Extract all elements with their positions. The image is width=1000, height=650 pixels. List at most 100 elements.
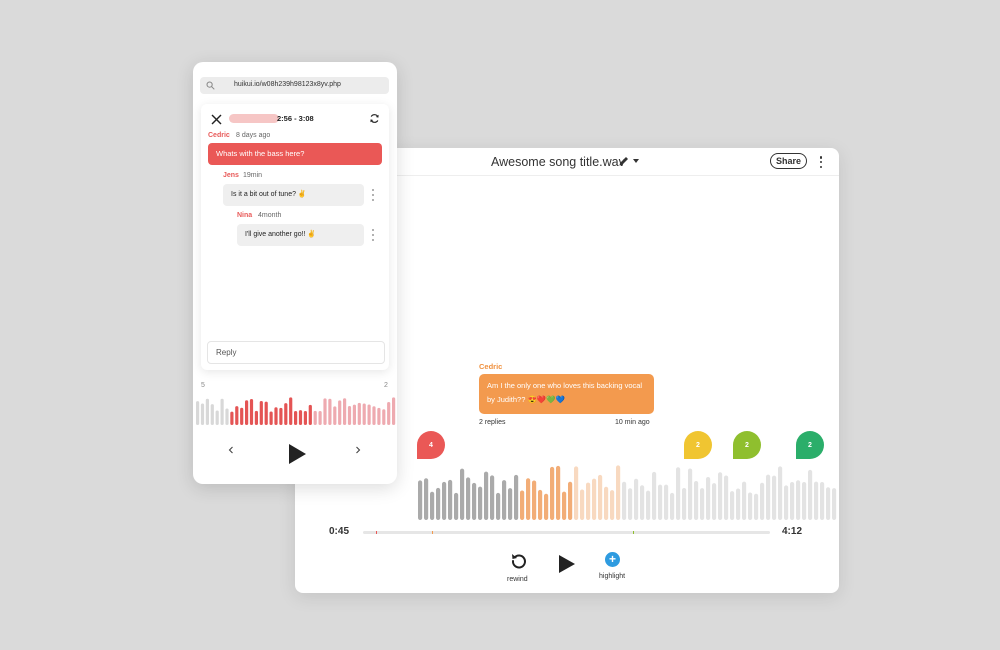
- song-title[interactable]: Awesome song title.wav: [491, 155, 625, 169]
- waveform-bar: [294, 411, 298, 425]
- comment-marker-lime[interactable]: 2: [733, 431, 761, 459]
- waveform-bar: [442, 481, 447, 520]
- more-menu-icon[interactable]: [817, 155, 825, 169]
- caret-down-icon[interactable]: [633, 159, 639, 163]
- waveform-bar: [508, 488, 513, 520]
- share-button[interactable]: Share: [770, 153, 807, 169]
- waveform-bar: [532, 480, 537, 520]
- comment-time: 10 min ago: [615, 419, 650, 426]
- waveform-bar: [820, 481, 825, 520]
- waveform-bar: [526, 478, 531, 520]
- waveform-bar: [622, 481, 627, 520]
- comment-bubble[interactable]: Am I the only one who loves this backing…: [479, 374, 654, 414]
- waveform-bar: [284, 403, 288, 425]
- comment-bubble[interactable]: Whats with the bass here?: [208, 143, 382, 165]
- waveform-bar: [832, 488, 837, 520]
- waveform-bar: [826, 487, 831, 520]
- reply-bubble[interactable]: I'll give another go!! ✌️: [237, 224, 364, 246]
- waveform-bar: [430, 491, 435, 520]
- current-time: 0:45: [329, 526, 350, 537]
- chevron-left-icon[interactable]: [227, 446, 235, 454]
- waveform-bar: [736, 488, 741, 520]
- waveform-bar: [550, 466, 555, 520]
- progress-track[interactable]: [363, 531, 770, 534]
- comment-replies-link[interactable]: 2 replies: [479, 419, 506, 426]
- comment-marker-yellow[interactable]: 2: [684, 431, 712, 459]
- comment-marker-red[interactable]: 4: [417, 431, 445, 459]
- waveform-bar: [205, 398, 209, 425]
- waveform-bar: [418, 480, 423, 520]
- waveform-bar: [520, 490, 525, 520]
- waveform-bar: [484, 471, 489, 520]
- waveform-bar: [215, 410, 219, 425]
- waveform-bar: [303, 411, 307, 425]
- waveform-bar: [254, 410, 258, 425]
- more-options-icon[interactable]: [371, 189, 375, 201]
- waveform-bar: [362, 403, 366, 425]
- rewind-icon[interactable]: [509, 551, 529, 571]
- desktop-header: Awesome song title.wav Share: [295, 148, 839, 176]
- waveform-bar: [610, 490, 615, 520]
- waveform-bar: [646, 490, 651, 520]
- waveform-bar: [377, 407, 381, 425]
- waveform-bar: [466, 477, 471, 520]
- waveform-bar: [568, 481, 573, 520]
- waveform-bar: [604, 486, 609, 520]
- comment-marker-green[interactable]: 2: [796, 431, 824, 459]
- url-bar[interactable]: huikui.io/w08h239h98123x8yv.php: [200, 77, 389, 94]
- rewind-label: rewind: [507, 576, 528, 583]
- waveform-bar: [318, 411, 322, 425]
- waveform-bar: [220, 398, 224, 425]
- waveform-bar: [802, 481, 807, 520]
- comment-thread-panel: 2:56 - 3:08 Cedric 8 days ago Whats with…: [201, 104, 389, 370]
- more-options-icon[interactable]: [371, 229, 375, 241]
- waveform-bar: [490, 475, 495, 520]
- waveform-bar: [748, 492, 753, 520]
- waveform-bar: [562, 491, 567, 520]
- waveform[interactable]: [295, 458, 839, 523]
- waveform-bar: [544, 493, 549, 520]
- waveform-bar: [313, 410, 317, 425]
- waveform-bar: [279, 407, 283, 425]
- waveform-bar: [766, 474, 771, 520]
- play-icon[interactable]: [289, 444, 306, 464]
- waveform-bar: [387, 402, 391, 425]
- waveform-bar: [343, 398, 347, 425]
- waveform-bar: [225, 408, 229, 425]
- refresh-icon[interactable]: [369, 113, 380, 124]
- close-icon[interactable]: [211, 114, 222, 125]
- waveform-bar: [382, 409, 386, 425]
- waveform-bar: [496, 492, 501, 520]
- waveform-bar: [730, 491, 735, 520]
- waveform-bar: [436, 487, 441, 520]
- waveform-bar: [347, 405, 352, 425]
- mobile-waveform[interactable]: [193, 394, 397, 426]
- waveform-bar: [790, 481, 795, 520]
- waveform-bar: [289, 397, 293, 425]
- waveform-bar: [670, 492, 675, 520]
- highlight-plus-icon[interactable]: +: [605, 552, 620, 567]
- waveform-bar: [658, 484, 663, 520]
- waveform-bar: [724, 475, 729, 520]
- waveform-bar: [592, 478, 597, 520]
- pencil-icon[interactable]: [618, 155, 630, 167]
- waveform-bar: [514, 474, 519, 520]
- waveform-bar: [652, 471, 657, 520]
- waveform-bar: [778, 466, 783, 520]
- comment-author: Cedric: [208, 132, 230, 139]
- waveform-bar: [454, 492, 459, 520]
- reply-input[interactable]: [207, 341, 385, 364]
- waveform-bar: [357, 402, 361, 425]
- play-icon[interactable]: [559, 555, 575, 573]
- waveform-bar: [259, 401, 263, 425]
- waveform-bar: [706, 477, 711, 520]
- chevron-right-icon[interactable]: [354, 446, 362, 454]
- waveform-bar: [264, 401, 268, 425]
- waveform-bar: [616, 465, 621, 520]
- waveform-bar: [196, 401, 200, 425]
- reply-bubble[interactable]: Is it a bit out of tune? ✌️: [223, 184, 364, 206]
- waveform-right-number: 2: [384, 382, 388, 389]
- waveform-bar: [640, 485, 645, 520]
- waveform-bar: [372, 406, 376, 425]
- waveform-bar: [634, 478, 639, 520]
